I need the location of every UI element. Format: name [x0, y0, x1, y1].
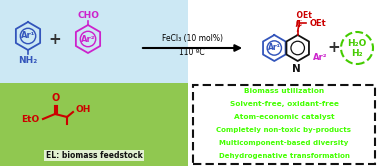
- Text: Completely non-toxic by-products: Completely non-toxic by-products: [217, 127, 352, 133]
- Text: CHO: CHO: [77, 11, 99, 20]
- Text: OH: OH: [76, 106, 91, 115]
- Text: Ar²: Ar²: [313, 53, 327, 63]
- Text: FeCl₃ (10 mol%): FeCl₃ (10 mol%): [161, 34, 223, 42]
- Text: Ar¹: Ar¹: [21, 32, 35, 41]
- Text: 110 ºC: 110 ºC: [179, 48, 205, 57]
- Text: N: N: [292, 64, 301, 74]
- Text: +: +: [328, 41, 340, 55]
- FancyBboxPatch shape: [193, 85, 375, 164]
- Text: O: O: [295, 11, 302, 20]
- Text: +: +: [49, 32, 61, 46]
- Text: O: O: [52, 93, 60, 103]
- FancyBboxPatch shape: [188, 0, 378, 83]
- Text: Ar²: Ar²: [81, 36, 95, 44]
- Text: Dehydrogenative transformation: Dehydrogenative transformation: [218, 153, 349, 159]
- Text: EtO: EtO: [21, 116, 39, 124]
- Text: Biomass utilization: Biomass utilization: [244, 88, 324, 94]
- Text: H₂O: H₂O: [347, 40, 367, 48]
- Text: Solvent-free, oxidant-free: Solvent-free, oxidant-free: [229, 101, 338, 107]
- Text: C: C: [296, 18, 302, 28]
- Text: H₂: H₂: [351, 48, 363, 57]
- Text: EL: biomass feedstock: EL: biomass feedstock: [46, 151, 143, 160]
- Text: NH₂: NH₂: [19, 56, 38, 65]
- Text: Ar¹: Ar¹: [268, 43, 281, 52]
- Text: Multicomponent-based diversity: Multicomponent-based diversity: [219, 140, 349, 146]
- FancyBboxPatch shape: [0, 83, 188, 166]
- FancyBboxPatch shape: [0, 0, 188, 83]
- Text: Atom-economic catalyst: Atom-economic catalyst: [234, 114, 334, 120]
- Text: OEt: OEt: [286, 11, 311, 20]
- Text: OEt: OEt: [310, 18, 327, 28]
